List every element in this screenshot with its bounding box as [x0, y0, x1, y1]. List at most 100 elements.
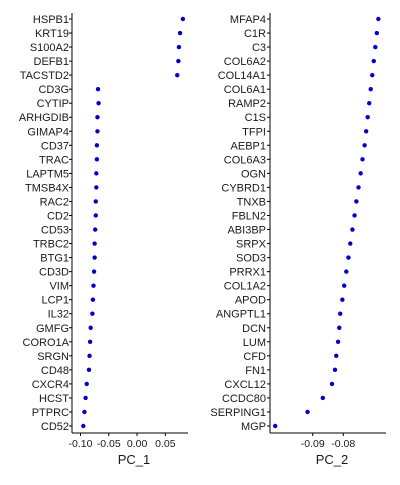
- pc1-panel: HSPB1 KRT19 S100A2 DEFB1 TACSTD2 CD3G CYTIP ARH…: [19, 13, 188, 467]
- pc1-point-rac2: [93, 199, 98, 204]
- pc1-point-cd48: [86, 367, 92, 373]
- pc2-point-ccdc80: [320, 395, 326, 401]
- pc1-point-cd53: [93, 227, 98, 232]
- pc2-point-cfd: [334, 353, 339, 359]
- pc1-point-trbc2: [92, 241, 97, 246]
- pc1-point-btg1: [92, 255, 97, 260]
- pc2-point-dcn: [337, 325, 342, 330]
- pc1-gene-label: HCST: [39, 393, 69, 405]
- pc1-gene-label: CXCR4: [32, 379, 69, 391]
- pc1-gene-label: TRBC2: [33, 239, 69, 251]
- pc2-point-lum: [335, 339, 341, 344]
- pc1-point-krt19: [177, 30, 183, 36]
- pc1-point-cxcr4: [84, 381, 89, 387]
- pc1-gene-label: DEFB1: [34, 56, 69, 68]
- pc1-gene-label: CD37: [41, 140, 69, 152]
- pc1-gene-label: TACSTD2: [20, 70, 69, 82]
- pc2-gene-label: APOD: [235, 295, 266, 307]
- pc2-point-ogn: [358, 171, 363, 176]
- pc2-point-abi3bp: [350, 227, 355, 232]
- pc1-point-laptm5: [94, 171, 99, 176]
- pc2-point-fbln2: [352, 213, 357, 218]
- pc2-point-mfap4: [376, 16, 381, 22]
- pc2-gene-label: COL6A2: [224, 56, 266, 68]
- pc1-gene-label: CD3G: [38, 84, 69, 96]
- pc1-point-trac: [94, 157, 100, 162]
- pc2-panel: MFAP4 C1R C3 COL6A2 COL14A1 COL6A1 RAMP2 C1S TFP…: [210, 13, 386, 467]
- pc1-point-il32: [90, 311, 95, 316]
- pc2-point-prrx1: [344, 269, 349, 274]
- pc2-point-col6a3: [360, 157, 365, 162]
- pc2-gene-label: SRPX: [236, 239, 267, 251]
- pc2-gene-label: FBLN2: [232, 210, 266, 222]
- pc2-point-col1a2: [341, 283, 347, 288]
- pc2-x-axis-title: PC_2: [316, 452, 349, 467]
- pc2-gene-label: COL14A1: [218, 70, 266, 82]
- pc2-point-col14a1: [370, 72, 375, 78]
- pc2-gene-label: TNXB: [237, 196, 266, 208]
- pc2-gene-label: RAMP2: [228, 98, 266, 110]
- pc1-gene-label: GIMAP4: [27, 126, 69, 138]
- pc1-point-cd3d: [91, 269, 97, 274]
- pc2-point-c3: [373, 44, 378, 50]
- pc2-gene-label: DCN: [242, 323, 266, 335]
- pc1-point-cd3g: [95, 86, 101, 92]
- pc2-gene-label: C1R: [244, 28, 266, 40]
- pc2-point-fn1: [332, 367, 338, 373]
- pc1-point-vim: [91, 283, 96, 288]
- pc1-point-hspb1: [180, 16, 186, 22]
- pc2-gene-label: CYBRD1: [221, 182, 266, 194]
- pc1-gene-label: BTG1: [40, 253, 69, 265]
- pc2-gene-label: CFD: [243, 351, 266, 363]
- pc2-gene-label: LUM: [243, 337, 266, 349]
- pc1-point-coro1a: [87, 339, 93, 344]
- pc1-point-arhgdib: [95, 115, 100, 120]
- pc2-gene-label: C1S: [245, 112, 266, 124]
- pc2-point-angptl1: [338, 311, 343, 316]
- pc2-point-tfpi: [363, 129, 369, 134]
- pc1-point-gmfg: [88, 325, 93, 330]
- pc2-point-cybrd1: [356, 185, 361, 190]
- pc2-point-apod: [340, 297, 345, 302]
- pc2-gene-label: CXCL12: [224, 379, 266, 391]
- pc2-x-tick-label: -0.08: [331, 438, 355, 450]
- pc1-point-cytip: [96, 101, 101, 106]
- pc1-gene-label: TMSB4X: [25, 182, 70, 194]
- pc1-point-tmsb4x: [94, 185, 99, 190]
- pc1-gene-label: RAC2: [40, 196, 69, 208]
- pc1-gene-label: IL32: [48, 309, 69, 321]
- pc2-gene-label: SERPING1: [210, 407, 266, 419]
- pc1-gene-label: CD52: [41, 421, 69, 433]
- pc2-point-srpx: [348, 241, 353, 246]
- pc2-point-ramp2: [367, 101, 372, 106]
- pc2-gene-label: SOD3: [236, 253, 266, 265]
- pc1-gene-label: CD2: [47, 210, 69, 222]
- pc1-point-ptprc: [82, 409, 87, 415]
- pc2-gene-label: CCDC80: [222, 393, 266, 405]
- pc1-point-defb1: [176, 58, 181, 64]
- pc2-point-mgp: [272, 423, 278, 429]
- pc1-point-tacstd2: [175, 72, 180, 78]
- pc2-point-c1s: [365, 115, 370, 120]
- pc1-x-axis-title: PC_1: [118, 452, 151, 467]
- pc2-point-cxcl12: [329, 381, 335, 387]
- pc1-gene-label: GMFG: [36, 323, 69, 335]
- pc2-point-sod3: [346, 255, 351, 260]
- pc2-point-col6a1: [368, 86, 373, 92]
- pc1-gene-label: KRT19: [35, 28, 69, 40]
- pc2-point-aebp1: [362, 143, 367, 148]
- pc2-point-col6a2: [371, 58, 376, 64]
- pc2-x-tick-label: -0.09: [301, 438, 325, 450]
- pc2-gene-label: COL6A1: [224, 84, 266, 96]
- pc2-gene-label: PRRX1: [229, 267, 266, 279]
- pc2-gene-label: FN1: [245, 365, 266, 377]
- pc2-gene-label: C3: [252, 42, 266, 54]
- pc1-point-lcp1: [90, 297, 96, 302]
- pc1-gene-label: S100A2: [30, 42, 69, 54]
- pc1-x-tick-label: -0.05: [97, 438, 121, 450]
- pc1-gene-label: TRAC: [39, 154, 69, 166]
- pc2-point-c1r: [374, 30, 380, 36]
- pc1-point-srgn: [87, 353, 92, 359]
